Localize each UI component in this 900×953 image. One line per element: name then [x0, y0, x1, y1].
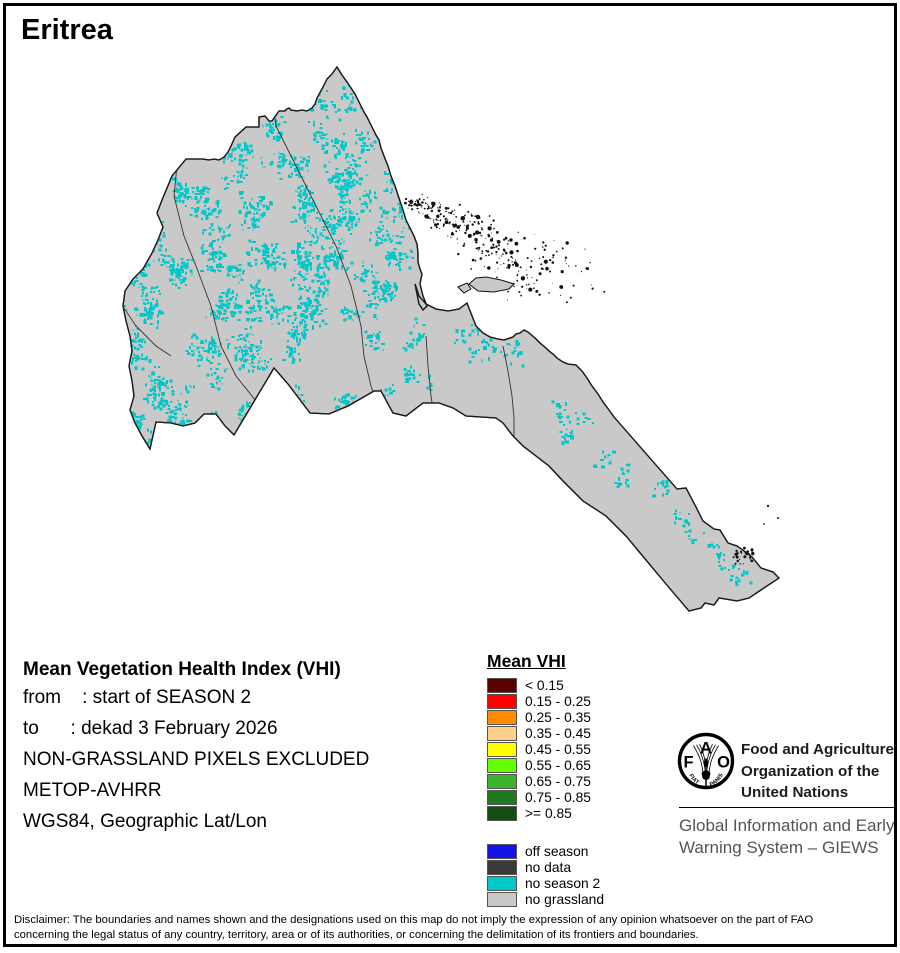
svg-text:O: O: [717, 754, 730, 772]
svg-text:F: F: [683, 754, 693, 772]
